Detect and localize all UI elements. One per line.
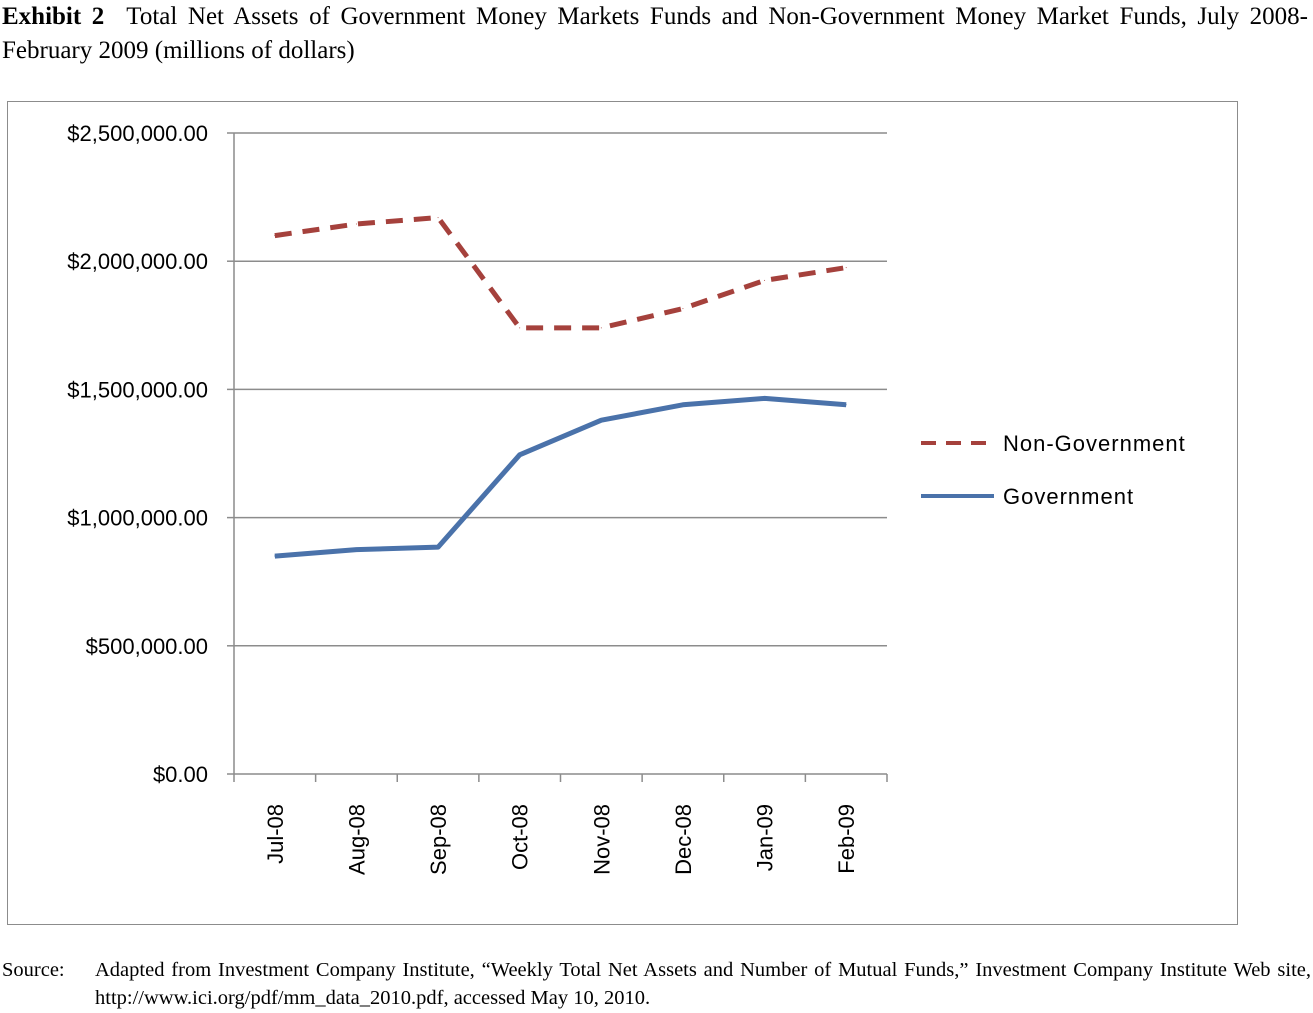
figure-title: Total Net Assets of Government Money Mar… <box>2 3 1308 64</box>
y-tick-label: $1,000,000.00 <box>67 506 208 531</box>
data-point <box>845 267 847 269</box>
data-point <box>845 404 847 406</box>
legend-label: Non-Government <box>1003 431 1186 456</box>
x-tick-label: Nov-08 <box>589 804 614 875</box>
x-tick-label: Oct-08 <box>508 804 533 870</box>
y-tick-label: $2,500,000.00 <box>67 121 208 146</box>
legend-label: Government <box>1003 484 1134 509</box>
data-point <box>274 235 276 237</box>
x-tick-label: Feb-09 <box>834 804 859 874</box>
y-tick-label: $500,000.00 <box>86 634 208 659</box>
data-point <box>355 223 357 225</box>
data-point <box>355 549 357 551</box>
series-line-non-government <box>274 215 847 331</box>
data-point <box>274 555 276 557</box>
x-tick-label: Jul-08 <box>263 804 288 864</box>
source-label: Source: <box>2 959 65 981</box>
data-point <box>764 397 766 399</box>
data-point <box>519 327 521 329</box>
data-point <box>764 279 766 281</box>
data-point <box>682 308 684 310</box>
data-point <box>600 327 602 329</box>
x-tick-label: Jan-09 <box>753 804 778 871</box>
exhibit-label: Exhibit 2 <box>2 3 105 30</box>
x-tick-label: Dec-08 <box>671 804 696 875</box>
x-tick-label: Aug-08 <box>344 804 369 875</box>
series-line-government <box>274 395 847 559</box>
chart-frame <box>7 101 1238 925</box>
data-point <box>519 454 521 456</box>
y-tick-label: $0.00 <box>153 762 208 787</box>
y-tick-label: $1,500,000.00 <box>67 377 208 402</box>
figure-title-block: Exhibit 2 Total Net Assets of Government … <box>2 0 1308 68</box>
source-text: Adapted from Investment Company Institut… <box>95 959 1311 1009</box>
data-point <box>682 404 684 406</box>
data-point <box>437 546 439 548</box>
data-point <box>437 217 439 219</box>
x-tick-label: Sep-08 <box>426 804 451 875</box>
data-point <box>600 419 602 421</box>
y-tick-label: $2,000,000.00 <box>67 249 208 274</box>
